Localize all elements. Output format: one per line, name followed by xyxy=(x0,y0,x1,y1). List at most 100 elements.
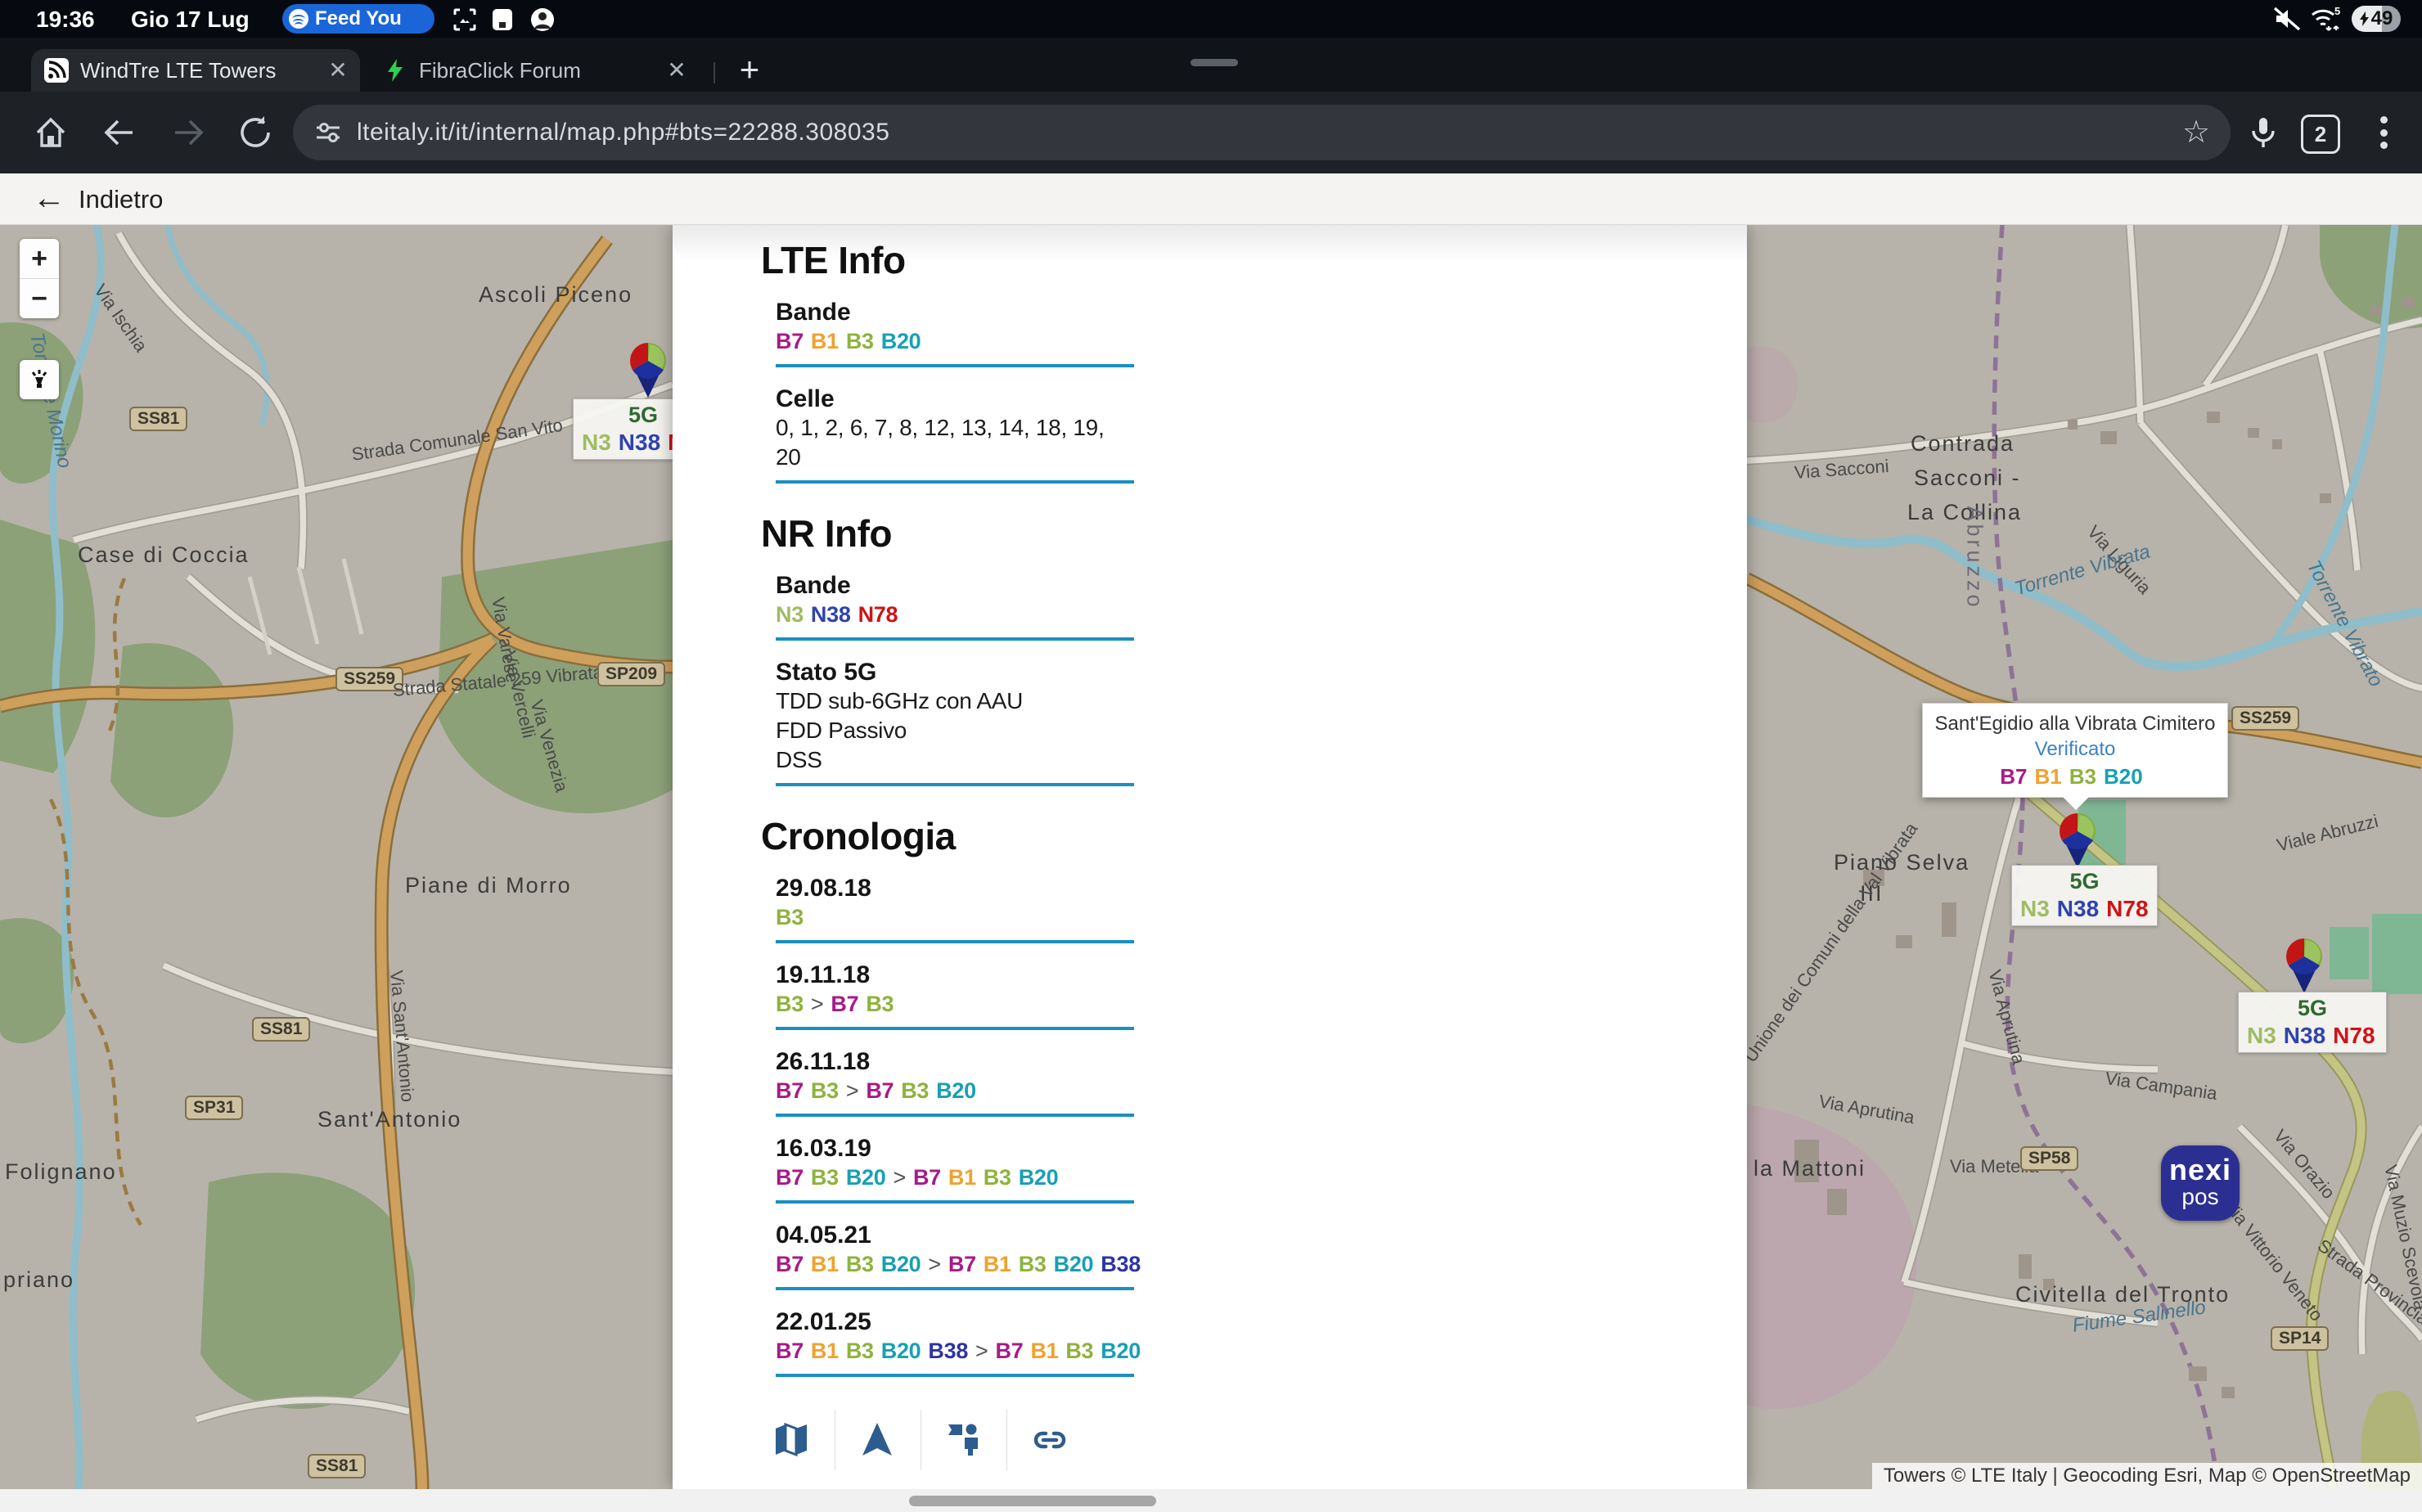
site-settings-icon[interactable] xyxy=(314,119,342,146)
notification-text: Feed You xyxy=(315,7,402,30)
band-token: B1 xyxy=(811,1339,839,1363)
map-label: Piane di Morro xyxy=(405,873,572,898)
road-badge: SP14 xyxy=(2271,1326,2329,1351)
band-token: > xyxy=(846,1078,858,1103)
band-token: B3 xyxy=(811,1078,839,1103)
bookmark-star-icon[interactable]: ☆ xyxy=(2180,116,2213,149)
tower-tooltip[interactable]: Sant'Egidio alla Vibrata Cimitero Verifi… xyxy=(1922,703,2228,798)
band-token: B38 xyxy=(1101,1252,1141,1276)
tower-marker[interactable] xyxy=(628,341,668,398)
road-badge: SS81 xyxy=(308,1454,366,1478)
band-token: B7 xyxy=(996,1339,1024,1363)
tower-marker-label: 5GN3N38N78 xyxy=(2238,992,2387,1053)
action-navigation-icon[interactable] xyxy=(835,1410,921,1470)
panel-field: 22.01.25B7B1B3B20B38>B7B1B3B20 xyxy=(776,1308,1134,1377)
back-arrow-icon[interactable]: ← xyxy=(33,180,65,217)
back-icon[interactable] xyxy=(100,113,139,152)
band-token: B7 xyxy=(776,1252,804,1276)
band-token: B20 xyxy=(846,1165,886,1190)
marker-5g-text: 5G xyxy=(582,402,673,429)
band-token: B3 xyxy=(846,1252,874,1276)
marker-5g-text: 5G xyxy=(2020,868,2149,895)
action-link-icon[interactable] xyxy=(1006,1410,1092,1470)
left-map-graphics xyxy=(0,225,673,1489)
field-label: 16.03.19 xyxy=(776,1135,1134,1163)
map-left[interactable]: Via IschiaAscoli PicenoTorrente MorinoSS… xyxy=(0,225,673,1489)
notification-pill[interactable]: Feed You xyxy=(282,4,434,34)
band-list: B7B1B3B20>B7B1B3B20B38 xyxy=(776,1249,1134,1279)
status-bar: 19:36 Gio 17 Lug Feed You 5 xyxy=(0,0,2422,38)
voice-search-icon[interactable] xyxy=(2244,113,2283,152)
band-token: B3 xyxy=(901,1078,929,1103)
zoom-out-button[interactable]: − xyxy=(20,278,59,318)
scrollbar-thumb[interactable] xyxy=(909,1496,1156,1506)
url-bar[interactable]: lteitaly.it/it/internal/map.php#bts=2228… xyxy=(293,105,2231,160)
marker-bands: N3N38N78 xyxy=(2020,895,2149,923)
band-token: B1 xyxy=(2035,764,2062,789)
action-street-view-icon[interactable] xyxy=(921,1410,1006,1470)
new-tab-button[interactable]: + xyxy=(730,51,769,90)
tab-windtre-lte-towers[interactable]: WindTre LTE Towers ✕ xyxy=(31,49,360,92)
zoom-in-button[interactable]: + xyxy=(20,239,59,278)
road-badge: SP209 xyxy=(597,662,665,686)
band-list: B7B3B20>B7B1B3B20 xyxy=(776,1163,1134,1192)
band-token: B7 xyxy=(831,992,858,1016)
horizontal-scrollbar[interactable] xyxy=(0,1489,2422,1512)
panel-field: BandeN3N38N78 xyxy=(776,572,1134,641)
road-badge: SS81 xyxy=(252,1017,310,1042)
band-token: B7 xyxy=(866,1078,894,1103)
clock: 19:36 xyxy=(36,7,95,33)
home-icon[interactable] xyxy=(31,113,70,152)
nexi-pos-marker[interactable]: nexi pos xyxy=(2161,1145,2240,1221)
zoom-control: + − xyxy=(20,239,59,318)
band-token: B3 xyxy=(866,992,894,1016)
band-token: N78 xyxy=(2106,896,2148,921)
band-token: > xyxy=(811,992,823,1016)
map-right[interactable]: ContradaSacconi -La CollinaVia SacconiSS… xyxy=(1747,225,2422,1489)
band-token: B3 xyxy=(811,1165,839,1190)
tab-close-icon[interactable]: ✕ xyxy=(324,56,352,84)
browser-toolbar: lteitaly.it/it/internal/map.php#bts=2228… xyxy=(0,92,2422,173)
band-list: N3N38N78 xyxy=(776,600,1134,629)
link-icon xyxy=(1032,1422,1068,1458)
url-text[interactable]: lteitaly.it/it/internal/map.php#bts=2228… xyxy=(357,119,889,146)
band-token: B1 xyxy=(811,329,839,353)
field-label: 04.05.21 xyxy=(776,1222,1134,1249)
panel-field: Stato 5GTDD sub-6GHz con AAUFDD PassivoD… xyxy=(776,659,1134,786)
field-value: 0, 1, 2, 6, 7, 8, 12, 13, 14, 18, 19, 20 xyxy=(776,413,1134,472)
tower-marker[interactable] xyxy=(2058,812,2097,869)
band-token: N38 xyxy=(2284,1023,2325,1048)
band-token: N3 xyxy=(582,430,611,455)
band-token: B3 xyxy=(846,1339,874,1363)
svg-text:5: 5 xyxy=(2334,5,2340,17)
tower-marker[interactable] xyxy=(2285,937,2324,994)
forward-icon[interactable] xyxy=(169,113,208,152)
band-token: N3 xyxy=(2247,1023,2276,1048)
map-label: Folignano xyxy=(5,1159,117,1185)
window-drag-handle[interactable] xyxy=(1191,59,1238,66)
band-list: B3 xyxy=(776,902,1134,932)
back-label: Indietro xyxy=(79,185,163,214)
band-token: B3 xyxy=(776,992,804,1016)
tab-fibraclick-forum[interactable]: FibraClick Forum ✕ xyxy=(370,49,699,92)
panel-sections: LTE InfoBandeB7B1B3B20Celle0, 1, 2, 6, 7… xyxy=(761,238,1661,1470)
menu-icon[interactable] xyxy=(2378,113,2389,152)
map-label: Contrada xyxy=(1911,431,2015,457)
lteitaly-favicon xyxy=(44,58,69,83)
field-label: Stato 5G xyxy=(776,659,1134,686)
panel-field: Celle0, 1, 2, 6, 7, 8, 12, 13, 14, 18, 1… xyxy=(776,385,1134,484)
tab-divider xyxy=(714,62,715,83)
reload-icon[interactable] xyxy=(236,113,275,152)
band-token: N78 xyxy=(2333,1023,2375,1048)
section-title: Cronologia xyxy=(761,814,1661,858)
screenshot-icon xyxy=(452,7,477,32)
battery-percent: 49 xyxy=(2371,7,2393,30)
page-back-bar[interactable]: ← Indietro xyxy=(0,173,2422,225)
action-map-icon[interactable] xyxy=(750,1410,835,1470)
band-list: B7B3>B7B3B20 xyxy=(776,1076,1134,1105)
band-token: B7 xyxy=(913,1165,941,1190)
tab-close-icon[interactable]: ✕ xyxy=(663,56,691,84)
spotlight-button[interactable] xyxy=(20,360,59,399)
tab-switcher-button[interactable]: 2 xyxy=(2301,115,2340,154)
field-label: Celle xyxy=(776,385,1134,413)
